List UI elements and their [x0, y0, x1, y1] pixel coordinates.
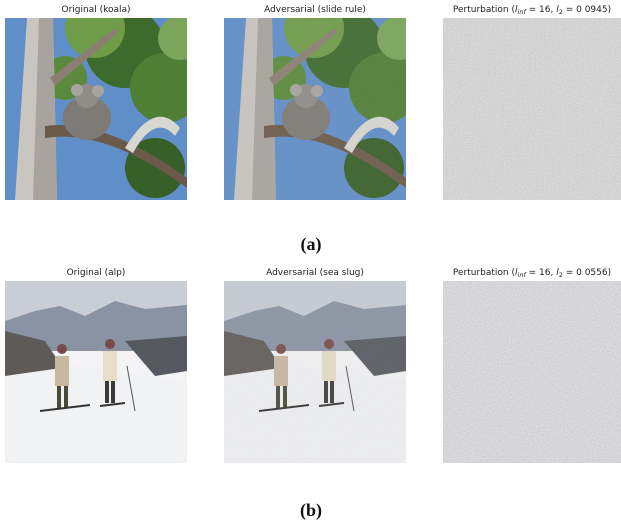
title-part: inf [518, 8, 528, 16]
title-part: = 0 0945) [563, 5, 611, 15]
title-part: Perturbation ( [453, 268, 515, 278]
image-title: Perturbation (linf = 16, l2 = 0 0945) [453, 5, 611, 16]
title-part: = 16, [526, 5, 556, 15]
title-part: 2 [559, 8, 563, 16]
image-title: Adversarial (slide rule) [264, 5, 366, 15]
title-part: inf [518, 271, 528, 279]
title-part: l [556, 268, 559, 278]
panel-label: (a) [301, 234, 322, 255]
original-image [5, 0, 202, 200]
title-part: = 0 0556) [563, 268, 611, 278]
title-part: l [556, 5, 559, 15]
image-title: Original (koala) [61, 5, 130, 15]
image-title: Original (alp) [67, 268, 126, 278]
title-part: l [515, 268, 518, 278]
adversarial-image [224, 281, 406, 463]
image-title: Perturbation (linf = 16, l2 = 0 0556) [453, 268, 611, 279]
adversarial-image [224, 0, 421, 200]
perturbation-image [443, 281, 621, 463]
title-part: Perturbation ( [453, 5, 515, 15]
title-part: 2 [559, 271, 563, 279]
image-title: Adversarial (sea slug) [266, 268, 364, 278]
title-part: l [515, 5, 518, 15]
panel-label: (b) [300, 500, 322, 521]
original-image [5, 281, 187, 463]
perturbation-image [443, 18, 621, 200]
title-part: = 16, [526, 268, 556, 278]
